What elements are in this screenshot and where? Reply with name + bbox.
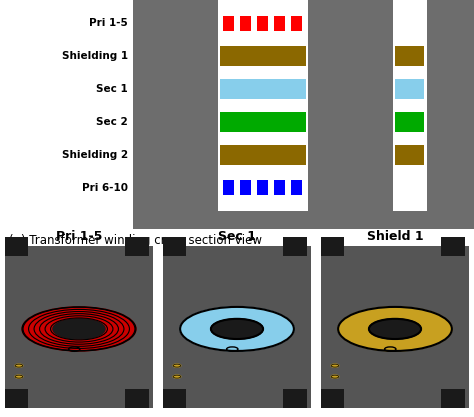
Bar [133,206,474,229]
Bar [220,112,306,132]
Circle shape [369,319,421,339]
Bar [395,112,424,132]
Bar [5,246,153,408]
Bar [5,237,28,256]
Bar [223,16,234,30]
Bar [291,16,302,30]
Circle shape [211,319,263,339]
Bar [308,0,393,211]
Bar [163,389,186,408]
Bar [321,237,345,256]
Bar [220,13,306,33]
Bar [257,181,268,195]
Text: Pri 1-5: Pri 1-5 [89,18,128,28]
Bar [133,0,218,211]
Circle shape [331,364,339,367]
Bar [223,181,234,195]
Bar [220,79,306,99]
Circle shape [180,307,294,351]
Bar [274,181,285,195]
Bar [125,237,148,256]
Bar [163,237,186,256]
Text: Pri 6-10: Pri 6-10 [82,183,128,193]
Bar [274,16,285,30]
Bar [283,389,307,408]
Circle shape [22,307,136,351]
Circle shape [173,364,181,367]
Circle shape [53,319,105,339]
Text: Sec 1: Sec 1 [218,230,256,243]
Bar [5,389,28,408]
Bar [257,16,268,30]
Bar [220,46,306,66]
Circle shape [69,347,80,351]
Text: Shield 1: Shield 1 [367,230,423,243]
Text: Shielding 2: Shielding 2 [62,150,128,160]
Circle shape [338,307,452,351]
Bar [220,178,306,198]
Bar [240,181,251,195]
Text: Shielding 1: Shielding 1 [62,51,128,61]
Bar [283,237,307,256]
Bar [395,145,424,165]
Bar [395,79,424,99]
Text: Sec 2: Sec 2 [96,117,128,127]
Circle shape [15,364,23,367]
Bar [441,237,465,256]
Circle shape [384,347,396,351]
Bar [218,0,308,211]
Bar [240,16,251,30]
Bar [125,389,148,408]
Bar [321,246,469,408]
Bar [220,145,306,165]
Bar [393,0,427,211]
Bar [291,181,302,195]
Bar [427,0,474,211]
Bar [163,246,311,408]
Bar [395,46,424,66]
Bar [395,178,424,198]
Circle shape [173,375,181,378]
Bar [321,389,345,408]
Text: (a) Transformer winding cross section view: (a) Transformer winding cross section vi… [9,234,263,247]
Text: Pri 1-5: Pri 1-5 [56,230,102,243]
Bar [395,13,424,33]
Circle shape [15,375,23,378]
Circle shape [227,347,238,351]
Bar [441,389,465,408]
Circle shape [331,375,339,378]
Text: Sec 1: Sec 1 [96,84,128,94]
